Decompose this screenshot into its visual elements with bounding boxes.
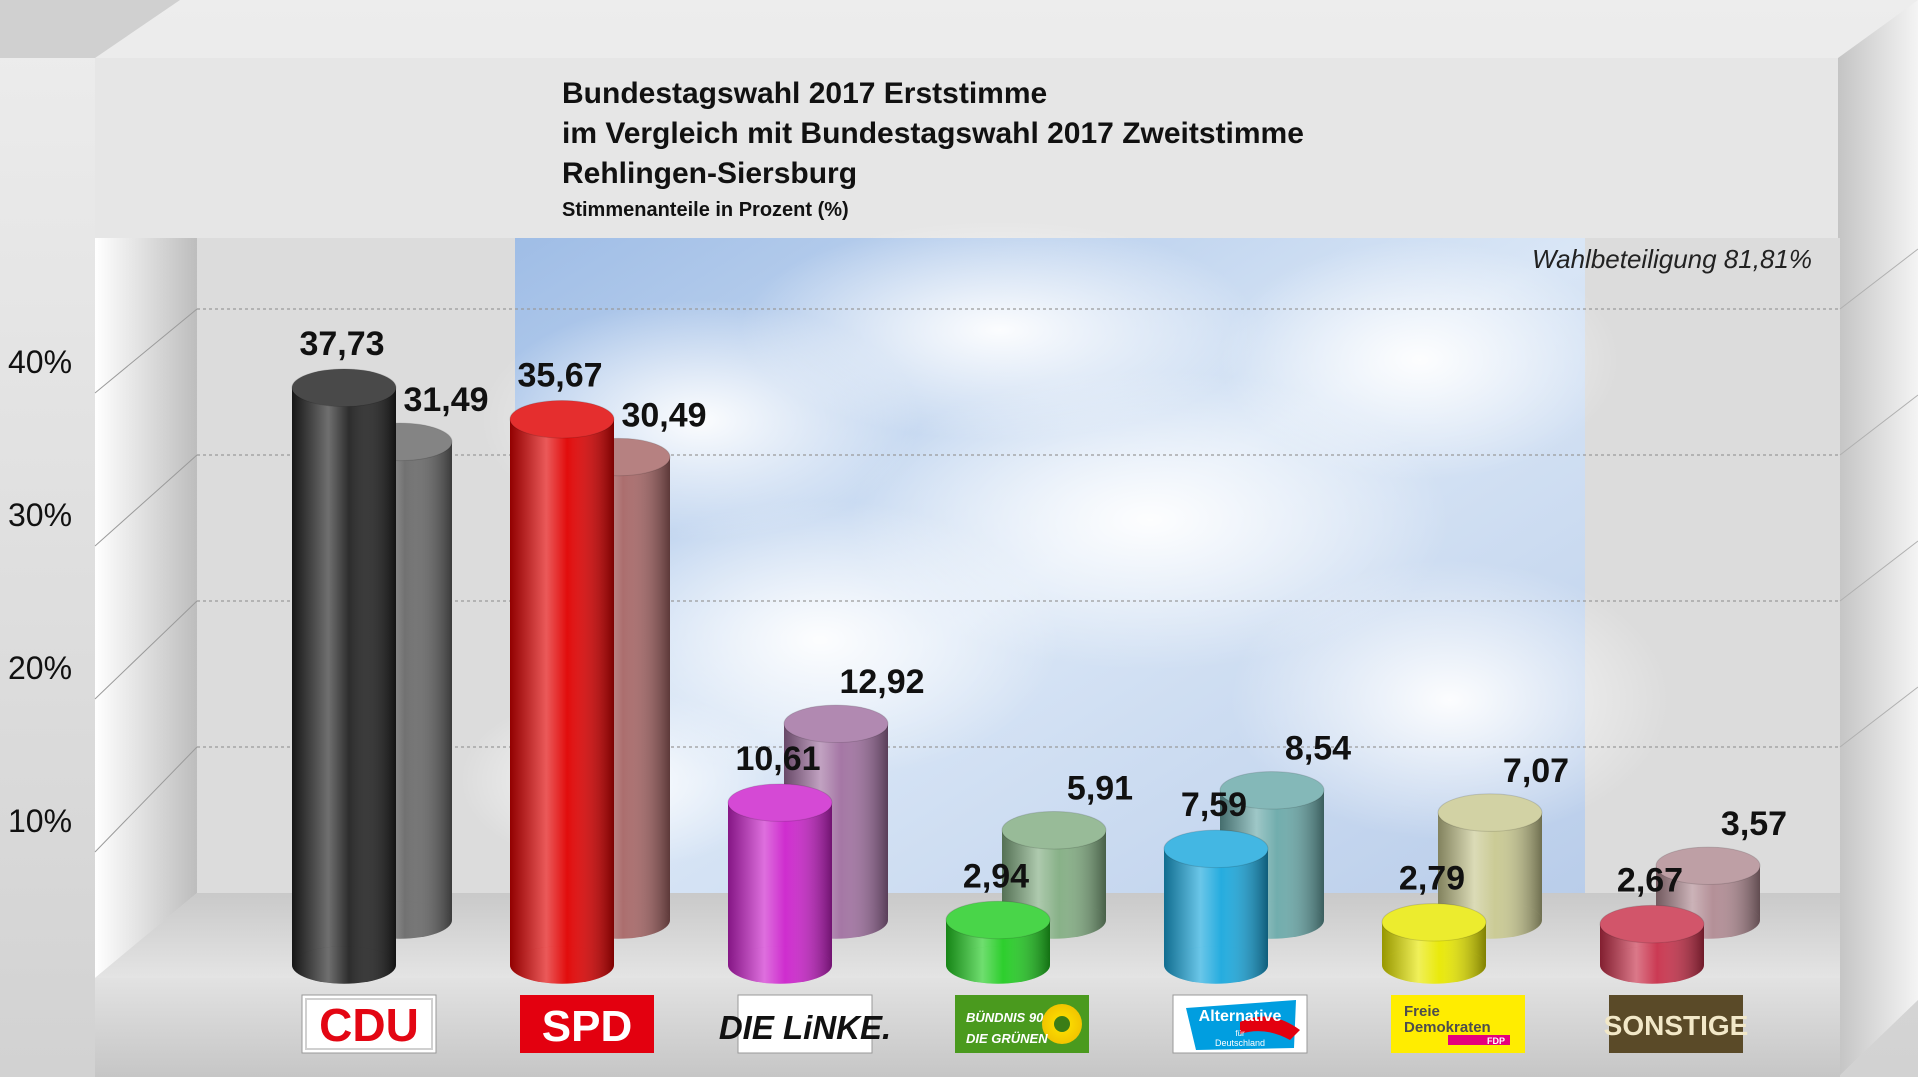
sonstige-logo: SONSTIGE — [1604, 995, 1749, 1053]
bar-erststimme — [1381, 903, 1487, 984]
data-label-zweitstimme: 31,49 — [403, 381, 488, 419]
gridline-right-wall — [1839, 248, 1918, 310]
title-area — [95, 58, 1840, 238]
gruene-logo-text-2: DIE GRÜNEN — [966, 1031, 1048, 1046]
data-label-zweitstimme: 12,92 — [839, 663, 924, 701]
fdp-logo: Freie Demokraten FDP — [1391, 995, 1525, 1053]
sonstige-logo-text: SONSTIGE — [1604, 1010, 1749, 1041]
gruene-logo: BÜNDNIS 90 DIE GRÜNEN — [955, 995, 1089, 1053]
data-label-zweitstimme: 30,49 — [621, 396, 706, 434]
gridlines — [94, 248, 1918, 853]
spd-logo-text: SPD — [542, 1002, 632, 1051]
afd-logo-text-3: Deutschland — [1215, 1038, 1265, 1048]
afd-logo: Alternative für Deutschland — [1172, 994, 1308, 1054]
gridline-left-wall — [94, 454, 198, 547]
gruene-logo-text-1: BÜNDNIS 90 — [966, 1010, 1044, 1025]
gridline-right-wall — [1839, 686, 1918, 748]
gridline-left-wall — [94, 308, 198, 394]
chart-title-line-3: Rehlingen-Siersburg — [562, 157, 857, 190]
y-axis-ticks: 10% 20% 30% 40% — [8, 344, 72, 839]
linke-logo: DIE LiNKE. — [719, 994, 891, 1054]
fdp-logo-text-2: Demokraten — [1404, 1019, 1491, 1036]
bar-erststimme — [291, 368, 397, 984]
data-label-zweitstimme: 7,07 — [1503, 752, 1569, 790]
right-side-wall — [1838, 0, 1918, 1077]
gridline-left-wall — [94, 600, 198, 700]
data-label-erststimme: 7,59 — [1181, 786, 1247, 824]
y-tick-label: 20% — [8, 650, 72, 686]
chart-title-line-1: Bundestagswahl 2017 Erststimme — [562, 77, 1047, 110]
y-tick-label: 10% — [8, 803, 72, 839]
y-tick-label: 30% — [8, 497, 72, 533]
bar-erststimme — [509, 400, 615, 984]
sky-background — [460, 220, 1670, 893]
fdp-logo-text-1: Freie — [1404, 1003, 1440, 1020]
bar-erststimme — [945, 900, 1051, 984]
y-tick-label: 40% — [8, 344, 72, 380]
bar-zweitstimme — [1437, 793, 1543, 939]
data-label-zweitstimme: 3,57 — [1721, 805, 1787, 843]
left-wall — [95, 238, 197, 978]
data-labels: 31,49 30,49 12,92 5,91 8,54 7,07 3,57 37,73 35,6… — [299, 325, 1787, 899]
chart-title-line-2: im Vergleich mit Bundestagswahl 2017 Zwe… — [562, 117, 1304, 150]
data-label-zweitstimme: 8,54 — [1285, 730, 1351, 768]
bar-erststimme — [1163, 829, 1269, 984]
data-label-zweitstimme: 5,91 — [1067, 770, 1133, 808]
afd-logo-text-1: Alternative — [1199, 1008, 1282, 1025]
linke-logo-text: DIE LiNKE. — [719, 1009, 891, 1046]
bar-erststimme — [1599, 904, 1705, 984]
fdp-logo-text-3: FDP — [1487, 1036, 1505, 1046]
data-label-erststimme: 10,61 — [735, 740, 820, 778]
cdu-logo-text: CDU — [319, 999, 419, 1051]
bar-erststimme — [727, 783, 833, 984]
spd-logo: SPD — [520, 995, 654, 1053]
data-label-erststimme: 2,67 — [1617, 861, 1683, 899]
gridline-right-wall — [1839, 394, 1918, 456]
gridline-right-wall — [1839, 540, 1918, 602]
cdu-logo: CDU — [301, 994, 437, 1054]
afd-arrow-icon — [1240, 1016, 1300, 1040]
bars-layer — [291, 368, 1761, 984]
turnout-annotation: Wahlbeteiligung 81,81% — [1532, 244, 1812, 274]
gridline-left-wall — [94, 746, 198, 853]
data-label-erststimme: 2,94 — [963, 857, 1029, 895]
data-label-erststimme: 2,79 — [1399, 860, 1465, 898]
afd-logo-text-2: für — [1235, 1029, 1245, 1038]
data-label-erststimme: 35,67 — [517, 357, 602, 395]
chart-subtitle: Stimmenanteile in Prozent (%) — [562, 199, 849, 221]
data-label-erststimme: 37,73 — [299, 325, 384, 363]
